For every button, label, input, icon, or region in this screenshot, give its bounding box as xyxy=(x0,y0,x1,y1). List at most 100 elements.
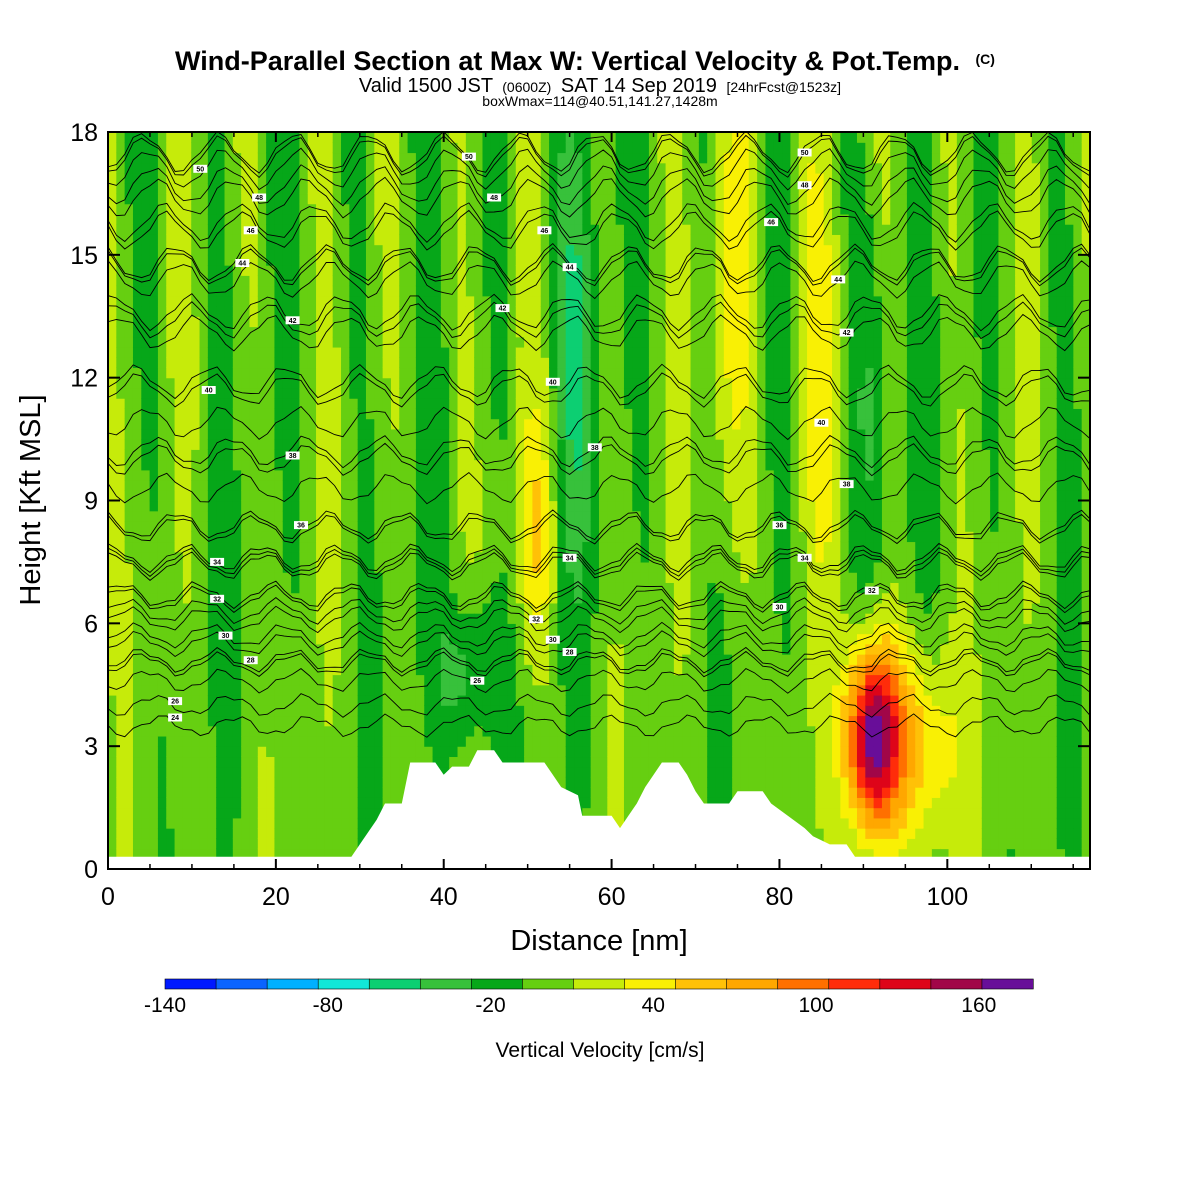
w-cell xyxy=(332,295,342,307)
w-cell xyxy=(399,162,409,174)
w-cell xyxy=(482,694,492,706)
w-cell xyxy=(174,193,184,205)
w-cell xyxy=(241,766,251,778)
w-cell xyxy=(515,336,525,348)
w-cell xyxy=(424,684,434,696)
w-cell xyxy=(157,490,167,502)
w-cell xyxy=(266,776,276,788)
w-cell xyxy=(274,306,284,317)
w-cell xyxy=(324,787,334,798)
w-cell xyxy=(540,469,550,481)
w-cell xyxy=(357,326,367,338)
w-cell xyxy=(316,387,325,399)
w-cell xyxy=(291,787,300,798)
w-cell xyxy=(365,797,375,809)
w-cell xyxy=(316,705,325,717)
w-cell xyxy=(607,193,617,205)
w-cell xyxy=(274,674,284,686)
w-cell xyxy=(540,520,550,532)
w-cell xyxy=(291,265,300,276)
w-cell xyxy=(316,275,325,287)
w-cell xyxy=(266,295,276,307)
w-cell xyxy=(515,377,525,389)
w-cell xyxy=(274,746,284,758)
w-cell xyxy=(149,848,159,860)
w-cell xyxy=(141,439,151,450)
w-cell xyxy=(224,664,234,676)
w-cell xyxy=(648,408,658,420)
w-cell xyxy=(108,203,117,215)
w-cell xyxy=(124,838,134,850)
w-cell xyxy=(557,439,567,450)
w-cell xyxy=(474,428,484,440)
w-cell xyxy=(291,705,300,717)
w-cell xyxy=(241,244,251,256)
w-cell xyxy=(116,725,126,737)
w-cell xyxy=(365,367,375,379)
w-cell xyxy=(182,132,192,143)
w-cell xyxy=(207,254,217,266)
w-cell xyxy=(116,449,126,461)
w-cell xyxy=(499,694,509,706)
w-cell xyxy=(582,275,592,287)
w-cell xyxy=(490,234,500,246)
w-cell xyxy=(673,633,683,645)
w-cell xyxy=(557,398,567,409)
w-cell xyxy=(399,132,409,143)
w-cell xyxy=(132,684,142,696)
w-cell xyxy=(440,449,450,461)
w-cell xyxy=(191,234,201,246)
w-cell xyxy=(665,428,675,440)
w-cell xyxy=(149,244,159,256)
w-cell xyxy=(249,674,259,686)
w-cell xyxy=(199,613,209,624)
w-cell xyxy=(207,439,217,450)
w-cell xyxy=(607,664,617,676)
w-cell xyxy=(574,735,583,747)
w-cell xyxy=(632,152,642,164)
w-cell xyxy=(149,705,159,717)
w-cell xyxy=(274,172,284,184)
w-cell xyxy=(474,582,484,594)
w-cell xyxy=(582,572,592,583)
w-cell xyxy=(257,295,267,307)
w-cell xyxy=(241,193,251,205)
w-cell xyxy=(449,295,459,307)
w-cell xyxy=(357,490,367,502)
w-cell xyxy=(532,725,542,737)
w-cell xyxy=(249,694,259,706)
w-cell xyxy=(207,162,217,174)
w-cell xyxy=(216,531,226,543)
w-cell xyxy=(316,367,325,379)
w-cell xyxy=(141,592,151,604)
w-cell xyxy=(166,746,176,758)
w-cell xyxy=(599,756,608,768)
w-cell xyxy=(166,510,176,522)
w-cell xyxy=(399,776,409,788)
w-cell xyxy=(374,193,384,205)
w-cell xyxy=(399,746,409,758)
w-cell xyxy=(124,183,134,195)
w-cell xyxy=(365,336,375,348)
w-cell xyxy=(157,480,167,491)
w-cell xyxy=(557,643,567,655)
w-cell xyxy=(532,520,542,532)
w-cell xyxy=(341,162,350,174)
w-cell xyxy=(665,705,675,717)
w-cell xyxy=(108,295,117,307)
w-cell xyxy=(266,449,276,461)
w-cell xyxy=(557,623,567,635)
w-cell xyxy=(599,316,608,328)
w-cell xyxy=(507,316,517,328)
w-cell xyxy=(132,336,142,348)
w-cell xyxy=(108,602,117,614)
w-cell xyxy=(149,510,159,522)
w-cell xyxy=(257,500,267,512)
w-cell xyxy=(216,817,226,829)
w-cell xyxy=(382,203,392,215)
w-cell xyxy=(657,541,667,553)
w-cell xyxy=(574,162,583,174)
w-cell xyxy=(266,797,276,809)
w-cell xyxy=(415,592,425,604)
w-cell xyxy=(266,377,276,389)
